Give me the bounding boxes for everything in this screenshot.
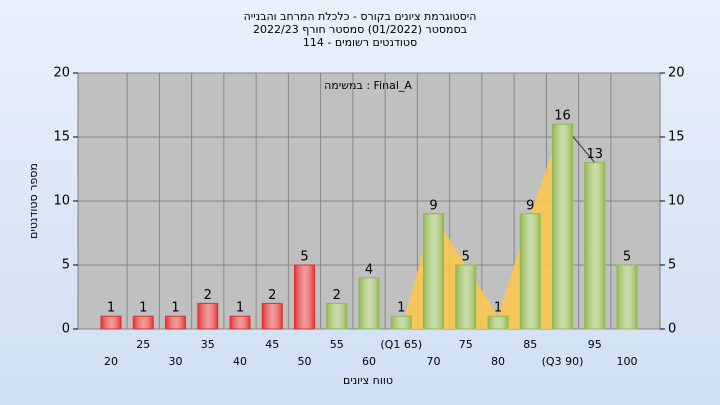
value-label: 4 [365,262,373,277]
title-line: בסמסטר (01/2022) סמסטר חורף 2022/23 [253,23,467,36]
x-tick-label: 50 [298,355,312,368]
x-tick-label: 40 [233,355,247,368]
bar [616,264,638,330]
value-label: 5 [462,250,470,265]
bar [326,302,348,330]
bar [487,315,509,330]
y-axis-label: מספר סטודנטים [27,163,40,239]
y-tick-label: 20 [53,66,70,81]
value-label: 5 [300,250,308,265]
value-label: 1 [107,301,115,316]
value-label: 1 [494,301,502,316]
x-tick-label: 80 [491,355,505,368]
value-label: 2 [268,288,276,303]
x-tick-label: 25 [136,338,150,351]
value-label: 9 [429,198,437,213]
bar [584,162,606,330]
x-axis-label: טווח ציונים [343,374,393,387]
x-tick-label: 30 [169,355,183,368]
y2-tick-label: 10 [668,194,685,209]
y2-tick-label: 0 [668,322,676,337]
bar [358,277,380,330]
value-label: 1 [139,301,147,316]
bar [197,302,219,330]
y-tick-label: 5 [62,258,70,273]
annotation: במשימה : Final_A [324,79,412,92]
x-tick-label: 55 [330,338,344,351]
y2-tick-label: 15 [668,130,685,145]
y2-tick-label: 5 [668,258,676,273]
x-tick-label: 20 [104,355,118,368]
x-tick-label: 100 [617,355,638,368]
y-tick-label: 15 [53,130,70,145]
title-line: סטודנטים רשומים - 114 [303,36,417,49]
value-label: 1 [171,301,179,316]
x-tick-label: 75 [459,338,473,351]
title-line: היסטוגרמת ציונים בקורס - כלכלת המרחב והב… [244,10,477,23]
x-tick-label: 60 [362,355,376,368]
x-tick-label: (Q3 90) [542,355,584,368]
bar [132,315,154,330]
bar [165,315,186,330]
bar [552,123,573,330]
x-tick-label: 45 [265,338,279,351]
value-label: 13 [586,147,603,162]
x-tick-label: (Q1 65) [380,338,422,351]
value-label: 9 [526,198,534,213]
bar [261,302,283,330]
bar [519,213,541,330]
bar [229,315,251,330]
y-tick-label: 10 [53,194,70,209]
value-label: 1 [236,301,244,316]
x-tick-label: 35 [201,338,215,351]
value-label: 5 [623,250,631,265]
x-tick-label: 95 [588,338,602,351]
y-tick-label: 0 [62,322,70,337]
bar [390,315,412,330]
value-label: 2 [204,288,212,303]
bar [423,213,444,330]
x-tick-label: 85 [523,338,537,351]
value-label: 1 [397,301,405,316]
value-label: 2 [333,288,341,303]
bar [100,315,122,330]
y2-tick-label: 20 [668,66,685,81]
bar [455,264,477,330]
bar [294,264,315,330]
value-label: 16 [554,109,571,124]
x-tick-label: 70 [427,355,441,368]
